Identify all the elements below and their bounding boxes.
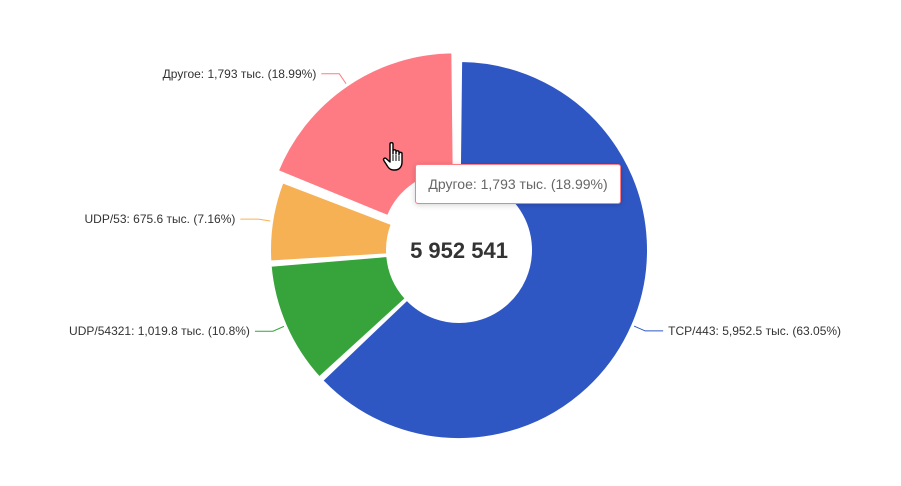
slice-0[interactable] xyxy=(321,60,649,440)
donut-slices xyxy=(269,51,649,440)
slice-label-3: Другое: 1,793 тыс. (18.99%) xyxy=(163,67,317,81)
slice-label-0: TCP/443: 5,952.5 тыс. (63.05%) xyxy=(668,324,841,338)
center-total-label: 5 952 541 xyxy=(410,238,508,263)
slice-3[interactable] xyxy=(276,51,455,218)
slice-label-2: UDP/53: 675.6 тыс. (7.16%) xyxy=(85,212,236,226)
leader-line-1 xyxy=(254,325,285,332)
leader-line-2 xyxy=(240,218,271,222)
leader-line-3 xyxy=(321,73,347,85)
leader-line-0 xyxy=(633,325,664,332)
label-leader-lines xyxy=(240,73,664,332)
slice-labels: TCP/443: 5,952.5 тыс. (63.05%) UDP/54321:… xyxy=(69,67,841,338)
tooltip-text: Другое: 1,793 тыс. (18.99%) xyxy=(428,176,608,192)
slice-1[interactable] xyxy=(269,255,407,379)
slice-2[interactable] xyxy=(269,181,393,263)
slice-tooltip: Другое: 1,793 тыс. (18.99%) xyxy=(415,164,621,204)
slice-label-1: UDP/54321: 1,019.8 тыс. (10.8%) xyxy=(69,324,250,338)
hand-pointer-icon xyxy=(382,142,403,171)
